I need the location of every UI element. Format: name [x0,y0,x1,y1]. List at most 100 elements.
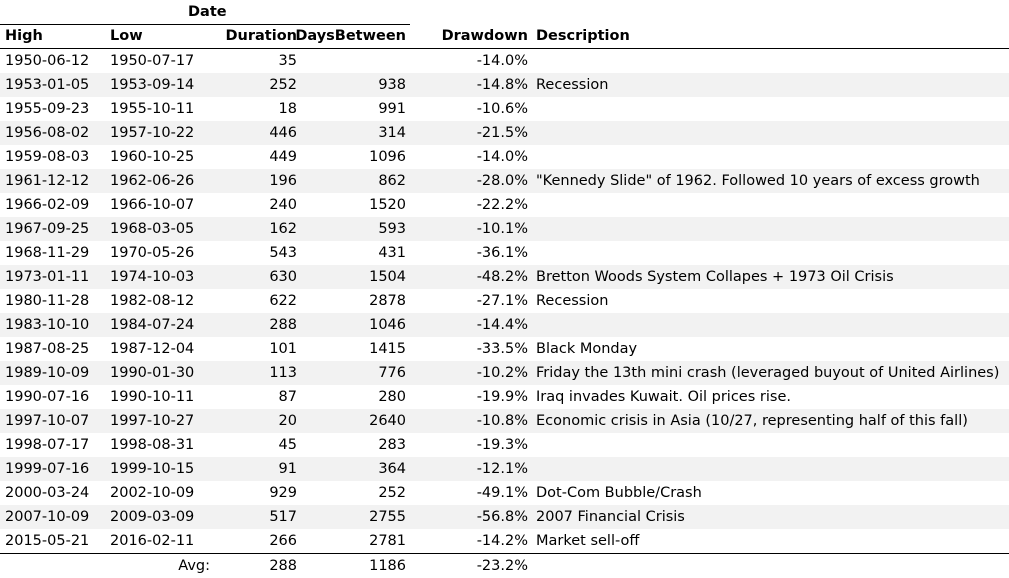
cell-high[interactable]: 1967-09-25 [5,221,90,237]
cell-description[interactable]: Economic crisis in Asia (10/27, represen… [536,413,968,429]
cell-days-between[interactable]: 280 [378,389,406,405]
column-header-low[interactable]: Low [110,28,143,44]
cell-duration[interactable]: 240 [269,197,297,213]
cell-high[interactable]: 1998-07-17 [5,437,90,453]
cell-description[interactable]: Recession [536,293,609,309]
cell-days-between[interactable]: 283 [378,437,406,453]
cell-low[interactable]: 1953-09-14 [110,77,195,93]
average-label[interactable]: Avg: [178,558,210,574]
cell-low[interactable]: 1974-10-03 [110,269,195,285]
cell-low[interactable]: 1962-06-26 [110,173,195,189]
cell-description[interactable]: Friday the 13th mini crash (leveraged bu… [536,365,1000,381]
cell-low[interactable]: 1950-07-17 [110,53,195,69]
cell-high[interactable]: 1973-01-11 [5,269,90,285]
cell-low[interactable]: 1984-07-24 [110,317,195,333]
average-drawdown[interactable]: -23.2% [476,558,528,574]
cell-low[interactable]: 2016-02-11 [110,533,195,549]
cell-drawdown[interactable]: -56.8% [476,509,528,525]
cell-description[interactable]: Black Monday [536,341,638,357]
cell-days-between[interactable]: 1415 [369,341,406,357]
cell-days-between[interactable]: 1096 [369,149,406,165]
cell-drawdown[interactable]: -10.8% [476,413,528,429]
cell-duration[interactable]: 449 [269,149,297,165]
cell-drawdown[interactable]: -12.1% [476,461,528,477]
cell-low[interactable]: 1999-10-15 [110,461,195,477]
cell-low[interactable]: 1968-03-05 [110,221,195,237]
cell-duration[interactable]: 543 [269,245,297,261]
cell-drawdown[interactable]: -28.0% [476,173,528,189]
cell-drawdown[interactable]: -14.8% [476,77,528,93]
cell-days-between[interactable]: 862 [378,173,406,189]
cell-drawdown[interactable]: -48.2% [476,269,528,285]
cell-days-between[interactable]: 2878 [369,293,406,309]
average-days-between[interactable]: 1186 [369,558,406,574]
cell-high[interactable]: 2000-03-24 [5,485,90,501]
cell-high[interactable]: 1999-07-16 [5,461,90,477]
cell-high[interactable]: 1955-09-23 [5,101,90,117]
cell-duration[interactable]: 87 [278,389,297,405]
cell-high[interactable]: 1989-10-09 [5,365,90,381]
cell-high[interactable]: 1980-11-28 [5,293,90,309]
cell-drawdown[interactable]: -36.1% [476,245,528,261]
cell-high[interactable]: 1956-08-02 [5,125,90,141]
column-header-description[interactable]: Description [536,28,630,44]
cell-days-between[interactable]: 2755 [369,509,406,525]
cell-low[interactable]: 2009-03-09 [110,509,195,525]
cell-low[interactable]: 1982-08-12 [110,293,195,309]
cell-duration[interactable]: 18 [278,101,297,117]
cell-low[interactable]: 1960-10-25 [110,149,195,165]
column-header-high[interactable]: High [5,28,43,44]
cell-days-between[interactable]: 593 [378,221,406,237]
cell-drawdown[interactable]: -33.5% [476,341,528,357]
cell-low[interactable]: 1990-10-11 [110,389,195,405]
cell-low[interactable]: 2002-10-09 [110,485,195,501]
cell-duration[interactable]: 162 [269,221,297,237]
cell-drawdown[interactable]: -10.6% [476,101,528,117]
cell-days-between[interactable]: 364 [378,461,406,477]
cell-low[interactable]: 1966-10-07 [110,197,195,213]
cell-drawdown[interactable]: -19.3% [476,437,528,453]
cell-description[interactable]: Market sell-off [536,533,640,549]
cell-description[interactable]: Dot-Com Bubble/Crash [536,485,702,501]
cell-drawdown[interactable]: -49.1% [476,485,528,501]
cell-high[interactable]: 1950-06-12 [5,53,90,69]
column-header-duration[interactable]: Duration [225,28,297,44]
cell-low[interactable]: 1990-01-30 [110,365,195,381]
cell-low[interactable]: 1955-10-11 [110,101,195,117]
cell-duration[interactable]: 622 [269,293,297,309]
cell-high[interactable]: 2015-05-21 [5,533,90,549]
cell-low[interactable]: 1970-05-26 [110,245,195,261]
cell-days-between[interactable]: 776 [378,365,406,381]
cell-days-between[interactable]: 2781 [369,533,406,549]
cell-duration[interactable]: 929 [269,485,297,501]
cell-low[interactable]: 1997-10-27 [110,413,195,429]
cell-duration[interactable]: 113 [269,365,297,381]
cell-high[interactable]: 2007-10-09 [5,509,90,525]
cell-duration[interactable]: 446 [269,125,297,141]
cell-duration[interactable]: 101 [269,341,297,357]
cell-drawdown[interactable]: -22.2% [476,197,528,213]
cell-drawdown[interactable]: -14.2% [476,533,528,549]
cell-high[interactable]: 1968-11-29 [5,245,90,261]
cell-days-between[interactable]: 252 [378,485,406,501]
column-header-days-between[interactable]: DaysBetween [295,28,406,44]
cell-drawdown[interactable]: -10.2% [476,365,528,381]
cell-duration[interactable]: 630 [269,269,297,285]
cell-duration[interactable]: 35 [278,53,297,69]
cell-high[interactable]: 1987-08-25 [5,341,90,357]
cell-days-between[interactable]: 1520 [369,197,406,213]
cell-high[interactable]: 1990-07-16 [5,389,90,405]
cell-drawdown[interactable]: -27.1% [476,293,528,309]
cell-duration[interactable]: 288 [269,317,297,333]
cell-duration[interactable]: 45 [278,437,297,453]
cell-days-between[interactable]: 1046 [369,317,406,333]
cell-low[interactable]: 1957-10-22 [110,125,195,141]
cell-description[interactable]: Iraq invades Kuwait. Oil prices rise. [536,389,791,405]
cell-duration[interactable]: 517 [269,509,297,525]
cell-high[interactable]: 1997-10-07 [5,413,90,429]
average-duration[interactable]: 288 [269,558,297,574]
cell-duration[interactable]: 196 [269,173,297,189]
cell-high[interactable]: 1959-08-03 [5,149,90,165]
cell-high[interactable]: 1966-02-09 [5,197,90,213]
column-header-drawdown[interactable]: Drawdown [441,28,528,44]
